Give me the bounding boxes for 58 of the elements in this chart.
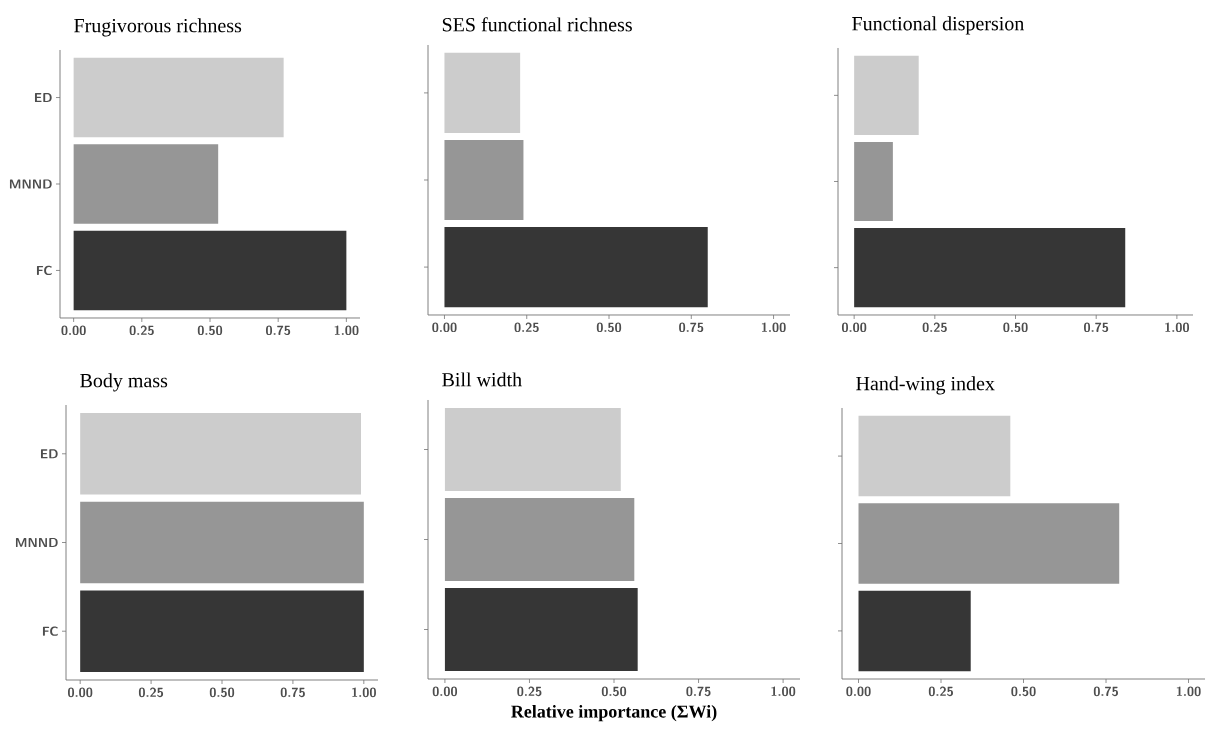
bar	[858, 590, 971, 672]
y-tick-label: MNND	[9, 179, 52, 189]
bar	[444, 588, 638, 671]
x-tick-label: 0.50	[209, 687, 235, 698]
bar	[854, 141, 893, 222]
bar	[444, 498, 635, 581]
x-tick-label: 0.00	[61, 325, 86, 336]
x-tick-label: 1.00	[1165, 322, 1190, 333]
chart-title: Functional dispersion	[852, 16, 1025, 35]
x-tick-label: 0.75	[679, 322, 704, 333]
x-tick-label: 0.25	[517, 686, 542, 697]
chart-title: Hand-wing index	[856, 376, 995, 395]
x-tick-label: 0.50	[197, 325, 223, 336]
bar	[73, 230, 347, 311]
chart-title: SES functional richness	[442, 17, 632, 32]
x-tick-label: 1.00	[1176, 686, 1201, 697]
x-tick-label: 0.50	[1003, 322, 1028, 333]
bar	[858, 415, 1011, 497]
bar	[73, 57, 284, 138]
x-tick-label: 0.25	[922, 322, 947, 333]
y-tick-label: ED	[34, 93, 52, 103]
x-tick-label: 0.75	[686, 686, 711, 697]
chart-title: Body mass	[80, 373, 168, 392]
bar	[444, 139, 524, 221]
bar	[854, 55, 919, 135]
chart-title: Bill width	[442, 372, 522, 387]
x-tick-label: 0.00	[842, 322, 867, 333]
x-axis-title: Relative importance (ΣWi)	[511, 704, 717, 722]
y-tick-label: ED	[40, 449, 58, 459]
bar	[854, 228, 1126, 308]
x-tick-label: 1.00	[334, 325, 359, 336]
bar	[73, 144, 219, 224]
y-tick-label: FC	[42, 626, 58, 636]
x-tick-label: 0.75	[1084, 322, 1109, 333]
bar	[444, 408, 621, 491]
bar	[444, 227, 708, 308]
x-tick-label: 0.00	[432, 686, 458, 697]
x-tick-label: 0.25	[138, 687, 164, 698]
bar	[444, 52, 521, 133]
x-tick-label: 1.00	[352, 687, 376, 698]
x-tick-label: 0.00	[68, 687, 93, 698]
x-tick-label: 0.50	[601, 686, 627, 697]
x-tick-label: 0.00	[846, 686, 871, 697]
y-tick-label: MNND	[15, 537, 58, 548]
x-tick-label: 0.25	[129, 325, 154, 336]
x-tick-label: 0.00	[432, 322, 457, 333]
x-tick-label: 0.25	[514, 322, 539, 333]
bar	[858, 503, 1120, 584]
x-tick-label: 0.75	[266, 325, 291, 336]
chart-title: Frugivorous richness	[74, 18, 242, 37]
x-tick-label: 1.00	[761, 322, 786, 333]
x-tick-label: 0.75	[1093, 686, 1119, 697]
y-tick-label: FC	[36, 265, 52, 276]
x-tick-label: 1.00	[771, 686, 796, 697]
x-tick-label: 0.50	[596, 322, 622, 333]
x-tick-label: 0.25	[928, 686, 954, 697]
x-tick-label: 0.75	[280, 687, 305, 698]
x-tick-label: 0.50	[1011, 686, 1036, 697]
